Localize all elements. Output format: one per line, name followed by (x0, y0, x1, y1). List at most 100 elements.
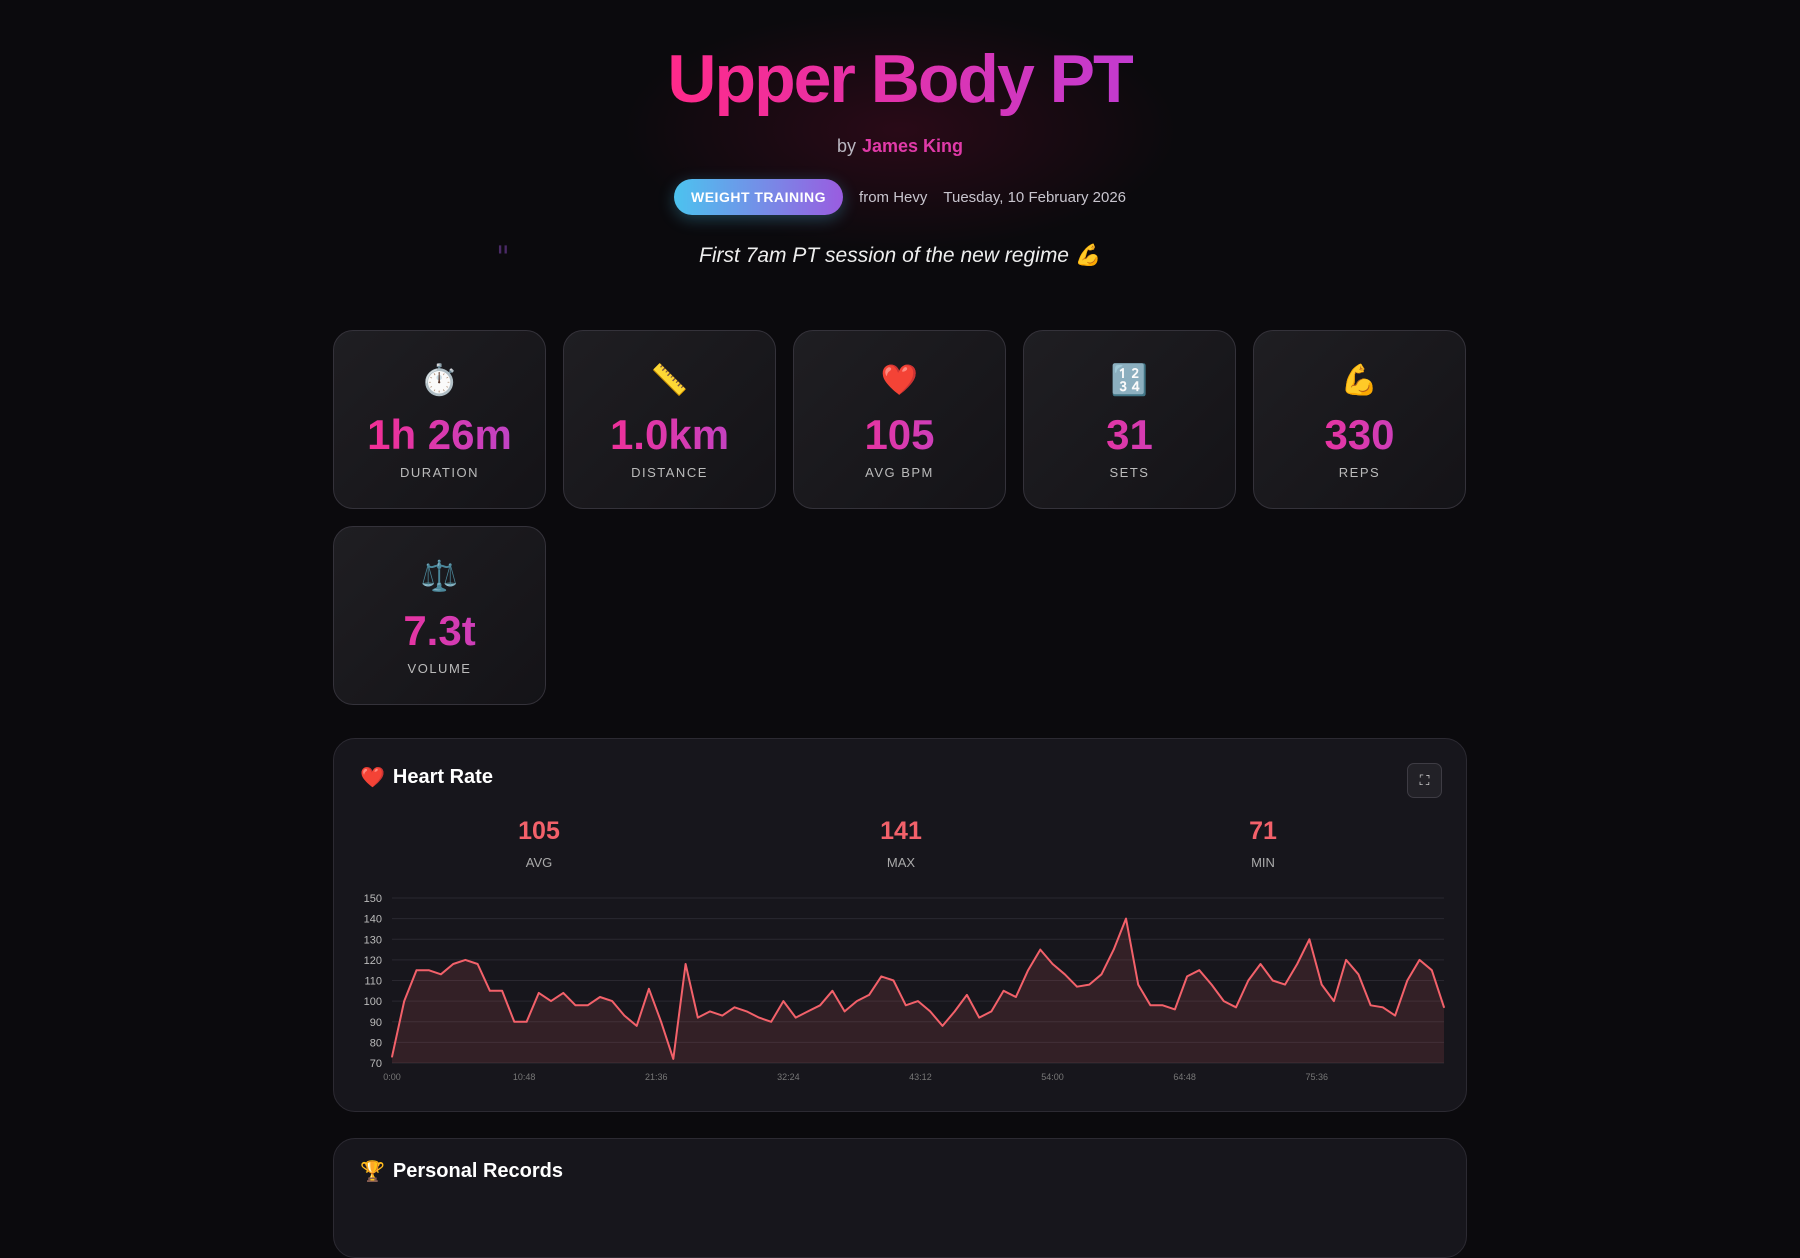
y-tick-label: 70 (370, 1058, 382, 1070)
heart-rate-point (1149, 1004, 1152, 1007)
heart-rate-point (990, 1010, 993, 1013)
heart-rate-point (415, 969, 418, 971)
heart-rate-point (403, 1000, 406, 1002)
heart-rate-point (1443, 1006, 1445, 1009)
heart-rate-point (1406, 979, 1409, 982)
heart-rate-point (1382, 1006, 1384, 1009)
stat-card-avg-bpm: ❤️ 105 AVG BPM (793, 330, 1006, 509)
heart-rate-point (1137, 983, 1139, 986)
stat-value: 31 (1024, 411, 1235, 459)
quote-mark-icon: " (496, 240, 510, 275)
heart-rate-point (1125, 917, 1127, 920)
heart-rate-title-text: Heart Rate (392, 766, 493, 788)
heart-rate-point (758, 1016, 760, 1019)
stat-label: SETS (1109, 465, 1150, 480)
heart-rate-point (917, 1000, 919, 1002)
ruler-icon: 📏 (650, 364, 689, 397)
heart-rate-point (1076, 985, 1078, 988)
heart-rate-point (1039, 948, 1042, 951)
heart-rate-point (1063, 973, 1066, 976)
x-tick-label: 64:48 (1173, 1072, 1196, 1082)
heart-rate-point (1002, 990, 1005, 992)
heart-rate-point (476, 963, 479, 965)
stat-value: 7.3t (334, 607, 545, 655)
heart-rate-point (782, 1000, 785, 1002)
stat-card-duration: ⏱️ 1h 26m DURATION (333, 330, 546, 509)
heart-rate-point (794, 1016, 797, 1019)
byline: by James King (0, 136, 1800, 157)
flexed-biceps-icon: 💪 (1340, 364, 1379, 397)
heart-rate-point (1088, 983, 1091, 986)
stat-label: DISTANCE (631, 465, 708, 480)
heart-rate-point (501, 990, 503, 992)
hr-max: 141 MAX (720, 817, 1082, 870)
numbers-icon: 🔢 (1110, 364, 1149, 397)
page-title: Upper Body PT (667, 41, 1134, 117)
heart-rate-point (537, 992, 540, 994)
heart-rate-point (684, 963, 687, 965)
stat-card-sets: 🔢 31 SETS (1023, 330, 1236, 509)
heart-rate-point (623, 1014, 626, 1017)
heart-rate-area (392, 918, 1444, 1063)
stat-value: 1.0km (564, 411, 775, 459)
heart-icon: ❤️ (360, 767, 385, 789)
heart-rate-point (513, 1020, 516, 1023)
stat-value: 330 (1254, 411, 1465, 459)
heart-rate-point (440, 973, 442, 976)
heart-rate-point (452, 963, 454, 965)
heart-icon: ❤️ (880, 364, 919, 397)
stat-card-volume: ⚖️ 7.3t VOLUME (333, 526, 546, 705)
heart-rate-point (648, 987, 650, 990)
heart-rate-point (1430, 969, 1433, 971)
author-link[interactable]: James King (861, 136, 964, 156)
heart-rate-point (1112, 948, 1115, 951)
heart-rate-point (489, 990, 491, 992)
heart-rate-point (1418, 959, 1421, 961)
heart-rate-point (635, 1025, 638, 1027)
trophy-icon: 🏆 (360, 1161, 385, 1183)
heart-rate-point (1186, 975, 1188, 978)
stat-card-distance: 📏 1.0km DISTANCE (563, 330, 776, 509)
heart-rate-point (733, 1006, 736, 1009)
by-label: by (836, 136, 856, 156)
stat-label: REPS (1338, 465, 1381, 480)
heart-rate-summary: 105 AVG 141 MAX 71 MIN (358, 817, 1444, 870)
stats-grid: ⏱️ 1h 26m DURATION 📏 1.0km DISTANCE ❤️ 105 AVG… (333, 330, 1467, 705)
heart-rate-point (672, 1058, 675, 1060)
personal-records-panel: 🏆 Personal Records (333, 1138, 1467, 1258)
heart-rate-point (550, 1000, 552, 1002)
x-tick-label: 32:24 (777, 1072, 800, 1082)
stat-label: DURATION (400, 465, 479, 480)
expand-icon: ⛶ (1419, 772, 1430, 788)
hr-avg: 105 AVG (358, 817, 720, 870)
stat-label: VOLUME (407, 661, 472, 676)
heart-rate-point (1174, 1008, 1176, 1011)
heart-rate-point (1308, 938, 1311, 941)
heart-rate-point (697, 1016, 699, 1019)
heart-rate-point (1161, 1004, 1164, 1007)
stat-value: 105 (794, 411, 1005, 459)
heart-rate-point (807, 1010, 809, 1013)
x-tick-label: 0:00 (383, 1072, 401, 1082)
heart-rate-point (1051, 963, 1054, 965)
heart-rate-point (1357, 973, 1360, 976)
heart-rate-point (868, 994, 870, 996)
heart-rate-point (1223, 1000, 1225, 1002)
x-tick-label: 43:12 (909, 1072, 932, 1082)
fullscreen-button[interactable]: ⛶ (1407, 763, 1442, 798)
x-tick-label: 10:48 (513, 1072, 536, 1082)
meta-row: WEIGHT TRAINING from Hevy Tuesday, 10 Fe… (0, 179, 1800, 215)
y-tick-label: 110 (364, 976, 382, 988)
heart-rate-point (1333, 1000, 1335, 1002)
heart-rate-point (904, 1004, 907, 1007)
y-tick-label: 90 (370, 1017, 382, 1029)
heart-rate-point (966, 994, 968, 996)
heart-rate-point (941, 1025, 944, 1027)
heart-rate-point (1198, 969, 1201, 971)
balance-scale-icon: ⚖️ (420, 560, 459, 593)
heart-rate-point (1271, 979, 1274, 982)
heart-rate-panel: ❤️ Heart Rate ⛶ 105 AVG 141 MAX 71 MIN 150 14… (333, 738, 1467, 1112)
heart-rate-point (660, 1020, 662, 1023)
heart-rate-point (880, 975, 883, 978)
personal-records-title-text: Personal Records (392, 1160, 563, 1182)
